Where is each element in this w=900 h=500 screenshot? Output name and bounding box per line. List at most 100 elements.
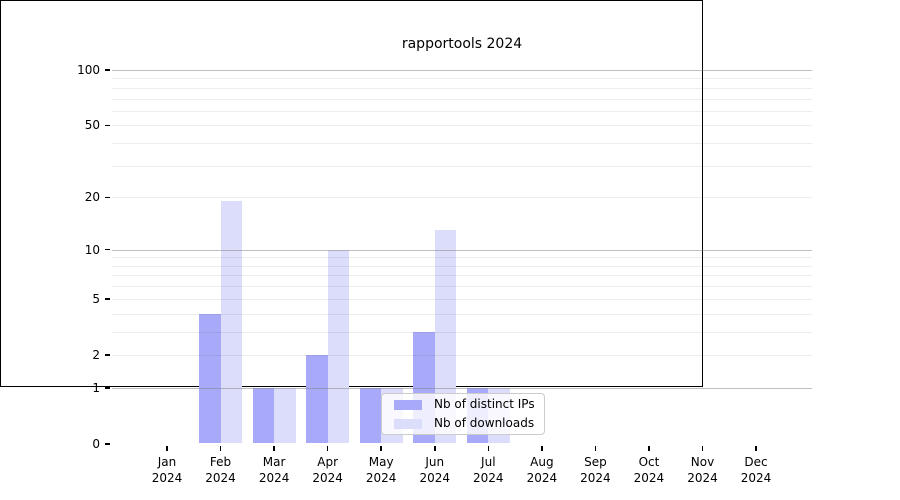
x-tick-mark [273, 445, 275, 451]
legend-label: Nb of distinct IPs [434, 397, 535, 411]
minor-gridline [112, 197, 812, 199]
x-tick-year: 2024 [205, 471, 236, 485]
x-tick-label: Aug 2024 [512, 454, 572, 486]
minor-gridline [112, 110, 812, 112]
bar-distinct-ips-mar [252, 387, 275, 443]
x-tick-mark [648, 445, 650, 451]
y-tick-mark [105, 69, 110, 71]
x-tick-year: 2024 [687, 471, 718, 485]
minor-gridline [112, 87, 812, 89]
bar-downloads-apr [327, 249, 350, 443]
bar-distinct-ips-may [359, 387, 382, 443]
bar-downloads-mar [274, 387, 296, 443]
bar-downloads-jun [434, 230, 457, 443]
x-tick-label: Dec 2024 [726, 454, 786, 486]
y-tick-label: 1 [92, 380, 100, 395]
y-tick-mark [105, 443, 110, 445]
x-tick-year: 2024 [580, 471, 611, 485]
chart-title: rapportools 2024 [401, 36, 523, 52]
x-tick-month: Apr [317, 455, 339, 469]
x-tick-month: Mar [262, 455, 286, 469]
x-tick-mark [701, 445, 704, 451]
x-tick-mark [487, 445, 490, 451]
x-tick-month: Jan [157, 455, 177, 469]
y-tick-mark [105, 354, 110, 356]
minor-gridline [112, 354, 812, 356]
plot-frame [0, 0, 703, 387]
x-tick-month: Sep [584, 455, 607, 469]
x-tick-mark [380, 445, 382, 451]
x-tick-month: May [368, 455, 394, 469]
minor-gridline [112, 265, 812, 267]
x-tick-mark [219, 445, 222, 451]
minor-gridline [112, 257, 812, 259]
x-tick-year: 2024 [258, 471, 290, 485]
legend-swatch [394, 418, 422, 429]
x-tick-label: Jul 2024 [458, 454, 518, 486]
y-tick-label: 20 [84, 190, 100, 205]
x-tick-label: Nov 2024 [673, 454, 733, 486]
y-tick-label: 10 [84, 242, 100, 257]
x-tick-label: May 2024 [351, 454, 411, 486]
x-tick-label: Oct 2024 [619, 454, 679, 486]
minor-gridline [112, 125, 812, 127]
x-tick-year: 2024 [151, 471, 183, 485]
x-tick-mark [326, 445, 329, 451]
legend: Nb of distinct IPs Nb of downloads [381, 393, 545, 435]
x-tick-year: 2024 [473, 471, 504, 485]
major-gridline [112, 249, 812, 251]
bar-distinct-ips-apr [306, 354, 328, 443]
legend-row: Nb of distinct IPs [394, 397, 535, 412]
minor-gridline [112, 98, 812, 100]
minor-gridline [112, 286, 812, 288]
y-tick-label: 50 [84, 118, 100, 133]
bar-downloads-feb [220, 201, 243, 443]
x-tick-year: 2024 [526, 471, 558, 485]
legend-swatch [394, 399, 422, 410]
y-tick-mark [105, 196, 110, 199]
y-tick-label: 0 [92, 437, 100, 451]
minor-gridline [112, 143, 812, 145]
x-tick-month: Nov [690, 455, 715, 469]
y-tick-label: 100 [77, 63, 100, 77]
x-tick-month: Jul [481, 455, 496, 469]
bar-distinct-ips-feb [199, 313, 221, 443]
x-tick-label: Jun 2024 [405, 454, 465, 486]
y-tick-label: 5 [92, 291, 100, 306]
y-tick-label: 2 [92, 347, 100, 362]
x-tick-year: 2024 [633, 471, 665, 485]
y-tick-mark [105, 248, 110, 251]
major-gridline [112, 70, 812, 71]
x-tick-label: Sep 2024 [565, 454, 625, 486]
x-tick-label: Feb 2024 [191, 454, 251, 486]
x-tick-month: Oct [638, 455, 660, 469]
legend-label: Nb of downloads [434, 416, 535, 430]
x-tick-month: Jun [425, 455, 445, 469]
y-tick-mark [105, 387, 110, 389]
minor-gridline [112, 298, 812, 300]
minor-gridline [112, 78, 812, 80]
x-tick-month: Dec [744, 455, 768, 469]
x-tick-year: 2024 [312, 471, 343, 485]
x-tick-month: Feb [209, 455, 232, 469]
minor-gridline [112, 331, 812, 333]
x-tick-mark [755, 445, 757, 451]
x-tick-label: Jan 2024 [137, 454, 197, 486]
y-tick-mark [105, 124, 110, 127]
major-gridline [112, 387, 812, 389]
x-tick-mark [594, 445, 597, 451]
x-tick-mark [166, 445, 168, 451]
x-tick-label: Apr 2024 [298, 454, 358, 486]
x-tick-mark [434, 445, 436, 451]
minor-gridline [112, 313, 812, 315]
minor-gridline [112, 165, 812, 167]
legend-row: Nb of downloads [394, 416, 534, 431]
x-tick-month: Aug [530, 455, 554, 469]
x-tick-year: 2024 [740, 471, 772, 485]
x-tick-mark [541, 445, 543, 451]
minor-gridline [112, 275, 812, 277]
x-tick-label: Mar 2024 [244, 454, 304, 486]
x-tick-year: 2024 [419, 471, 451, 485]
x-tick-year: 2024 [365, 471, 397, 485]
